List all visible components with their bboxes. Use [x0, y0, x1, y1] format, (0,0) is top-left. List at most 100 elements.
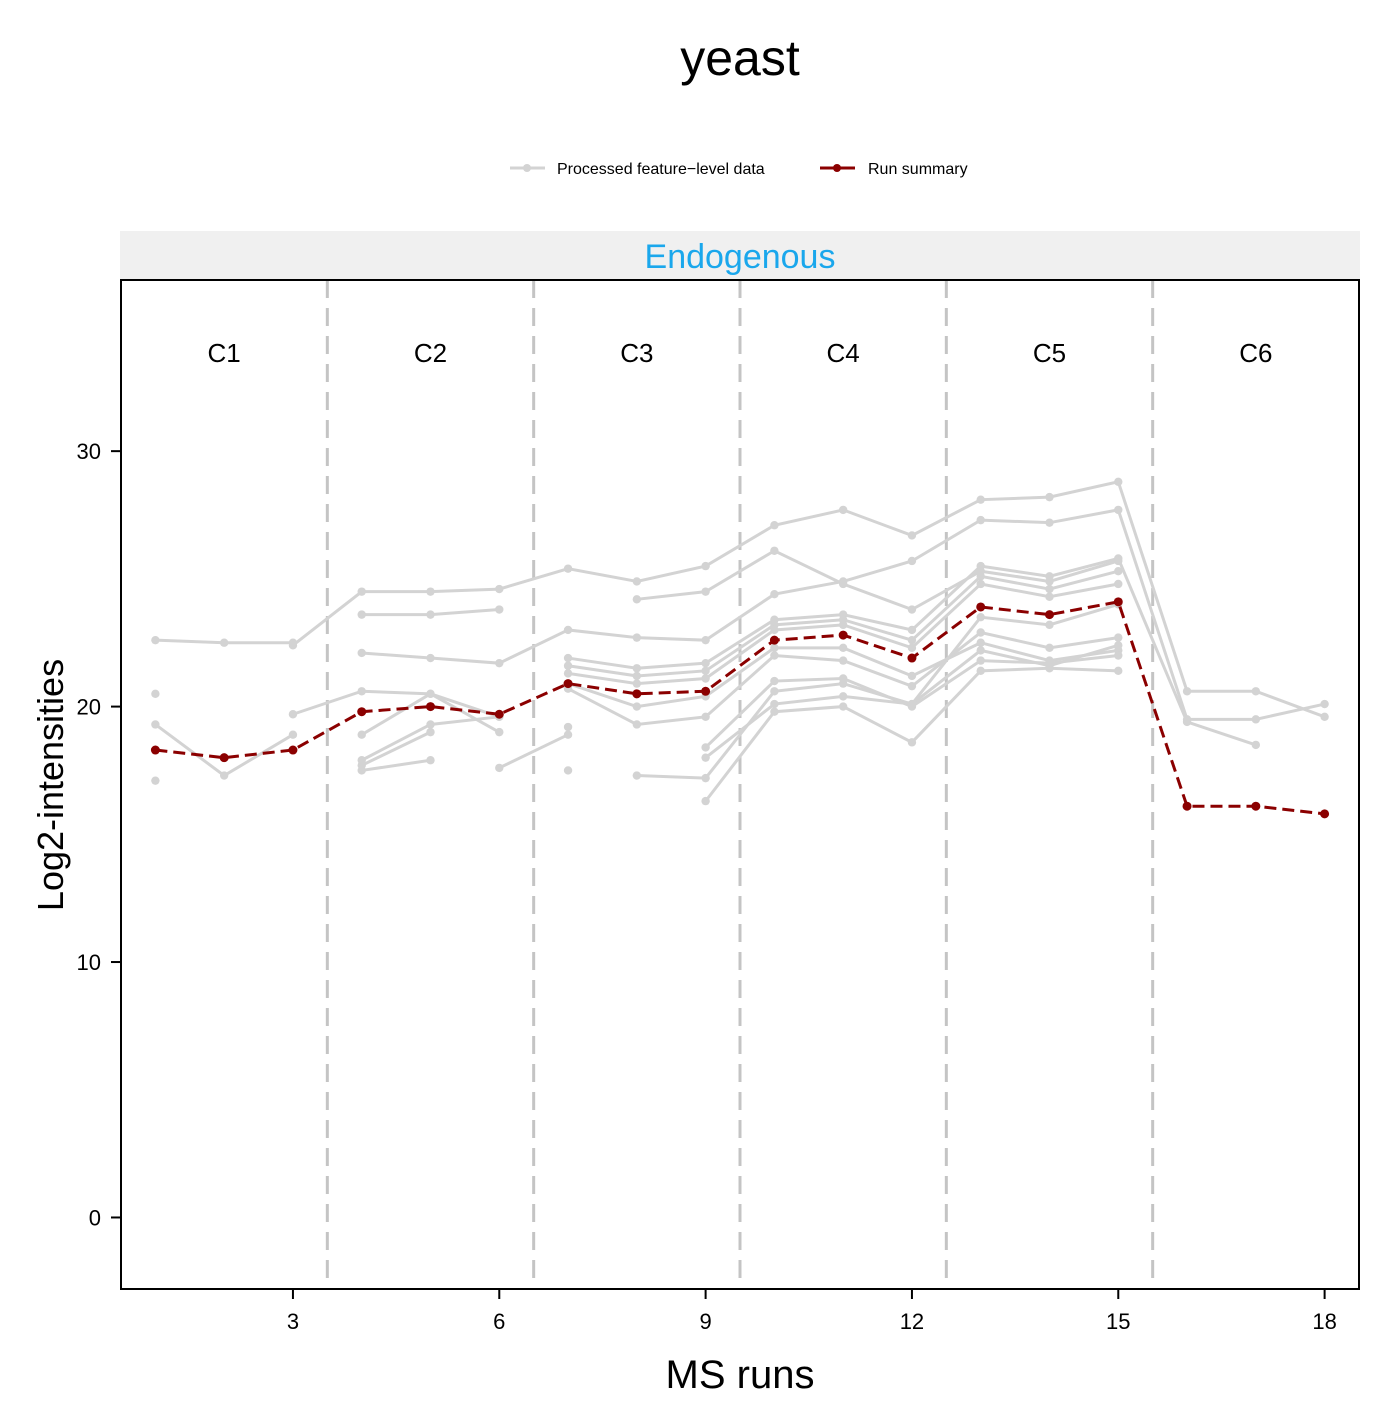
condition-separators — [325, 280, 1155, 1289]
feature-8-point-2 — [426, 653, 435, 663]
run-summary-point-8 — [632, 689, 642, 699]
feature-23-point-4 — [907, 738, 917, 747]
feature-22-point-1 — [632, 771, 642, 780]
feature-17-point-9 — [1114, 567, 1123, 576]
feature-6-point-2 — [357, 687, 366, 696]
feature-19-point-5 — [838, 656, 848, 665]
x-axis-label: MS runs — [666, 1353, 815, 1397]
condition-label-c1: C1 — [208, 338, 241, 368]
condition-label-c6: C6 — [1239, 338, 1272, 368]
feature-15-point-1 — [563, 766, 573, 775]
feature-21-point-3 — [770, 546, 779, 555]
feature-5-point-10 — [907, 531, 917, 540]
feature-16-point-6 — [907, 625, 917, 635]
feature-10-point-2 — [426, 720, 435, 729]
feature-7-point-1 — [357, 610, 366, 619]
feature-8-point-5 — [632, 633, 642, 642]
feature-5-point-15 — [1251, 687, 1261, 696]
feature-9-point-1 — [357, 730, 366, 739]
x-tick-label-12: 12 — [900, 1309, 924, 1334]
run-summary-point-2 — [219, 753, 229, 763]
feature-8-point-7 — [770, 589, 779, 599]
feature-25-point-6 — [1045, 620, 1054, 630]
feature-5-point-11 — [976, 495, 985, 504]
feature-8-point-3 — [495, 658, 504, 668]
feature-6-point-1 — [288, 710, 298, 719]
y-tick-label-10: 10 — [77, 950, 101, 975]
feature-18-point-5 — [838, 620, 848, 630]
x-tick-label-15: 15 — [1106, 1309, 1130, 1334]
x-tick-label-18: 18 — [1312, 1309, 1336, 1334]
feature-18-point-7 — [976, 579, 985, 589]
feature-3-point-1 — [151, 776, 160, 785]
chart-title: yeast — [680, 30, 800, 86]
feature-17-point-3 — [701, 666, 710, 676]
feature-23-point-5 — [976, 666, 985, 676]
feature-19-point-6 — [907, 681, 917, 691]
feature-1-point-1 — [151, 635, 160, 645]
feature-5-point-13 — [1114, 477, 1123, 486]
feature-25-point-5 — [976, 612, 985, 622]
run-summary-point-5 — [426, 702, 435, 712]
feature-16-point-1 — [563, 653, 573, 663]
feature-line-11 — [361, 758, 431, 772]
feature-5-point-1 — [288, 641, 298, 650]
feature-11-point-2 — [426, 756, 435, 765]
feature-line-21 — [636, 549, 1119, 612]
feature-23-point-3 — [838, 702, 848, 711]
feature-18-point-3 — [701, 674, 710, 683]
feature-16-point-3 — [701, 658, 710, 668]
run-summary-point-15 — [1113, 597, 1123, 607]
feature-5-point-7 — [701, 561, 710, 571]
feature-8-point-14 — [1251, 715, 1261, 724]
feature-lines — [151, 477, 1329, 806]
run-summary-point-7 — [563, 679, 573, 689]
feature-16-point-11 — [1251, 740, 1261, 750]
feature-6-point-4 — [495, 727, 504, 737]
feature-18-point-9 — [1114, 579, 1123, 589]
feature-8-point-4 — [563, 625, 573, 635]
feature-18-point-6 — [907, 643, 917, 653]
feature-23-point-1 — [701, 796, 710, 806]
feature-5-point-6 — [632, 577, 642, 586]
feature-17-point-8 — [1045, 584, 1054, 594]
feature-8-point-10 — [976, 515, 985, 525]
run-summary-point-10 — [769, 635, 779, 645]
feature-21-point-4 — [838, 579, 848, 589]
feature-16-point-10 — [1182, 717, 1192, 727]
feature-17-point-2 — [632, 671, 642, 681]
feature-5-point-3 — [426, 587, 435, 596]
feature-13-point-2 — [563, 730, 573, 739]
feature-13-point-1 — [495, 763, 504, 773]
run-summary-point-9 — [701, 686, 711, 696]
feature-5-point-12 — [1045, 492, 1054, 502]
legend-feature-label: Processed feature−level data — [557, 161, 765, 178]
feature-8-point-11 — [1045, 518, 1054, 527]
feature-23-point-2 — [770, 707, 779, 716]
feature-24-point-1 — [701, 743, 710, 752]
feature-5-point-14 — [1182, 687, 1192, 696]
feature-21-point-2 — [701, 587, 710, 596]
feature-8-point-9 — [907, 556, 917, 566]
feature-19-point-4 — [770, 651, 779, 660]
x-tick-label-6: 6 — [493, 1309, 505, 1334]
axes: 3 6 9 12 15 18 0 10 20 30 — [77, 439, 1337, 1334]
condition-labels: C1 C2 C3 C4 C5 C6 — [208, 338, 1273, 368]
run-summary-point-13 — [976, 602, 986, 612]
feature-25-point-4 — [907, 699, 917, 709]
feature-19-point-9 — [1114, 633, 1123, 642]
legend: Processed feature−level data Run summary — [510, 161, 968, 178]
feature-21-point-1 — [632, 595, 642, 604]
feature-14-point-1 — [563, 722, 573, 732]
x-tick-label-9: 9 — [699, 1309, 711, 1334]
feature-20-point-7 — [976, 638, 985, 647]
feature-5-point-8 — [770, 521, 779, 530]
feature-4-point-3 — [288, 730, 298, 739]
run-summary-point-1 — [150, 745, 160, 755]
feature-17-point-1 — [563, 661, 573, 670]
run-summary-point-6 — [494, 709, 504, 719]
run-summary-point-14 — [1045, 610, 1054, 620]
feature-20-point-6 — [907, 671, 917, 681]
run-summary-point-17 — [1251, 801, 1261, 811]
